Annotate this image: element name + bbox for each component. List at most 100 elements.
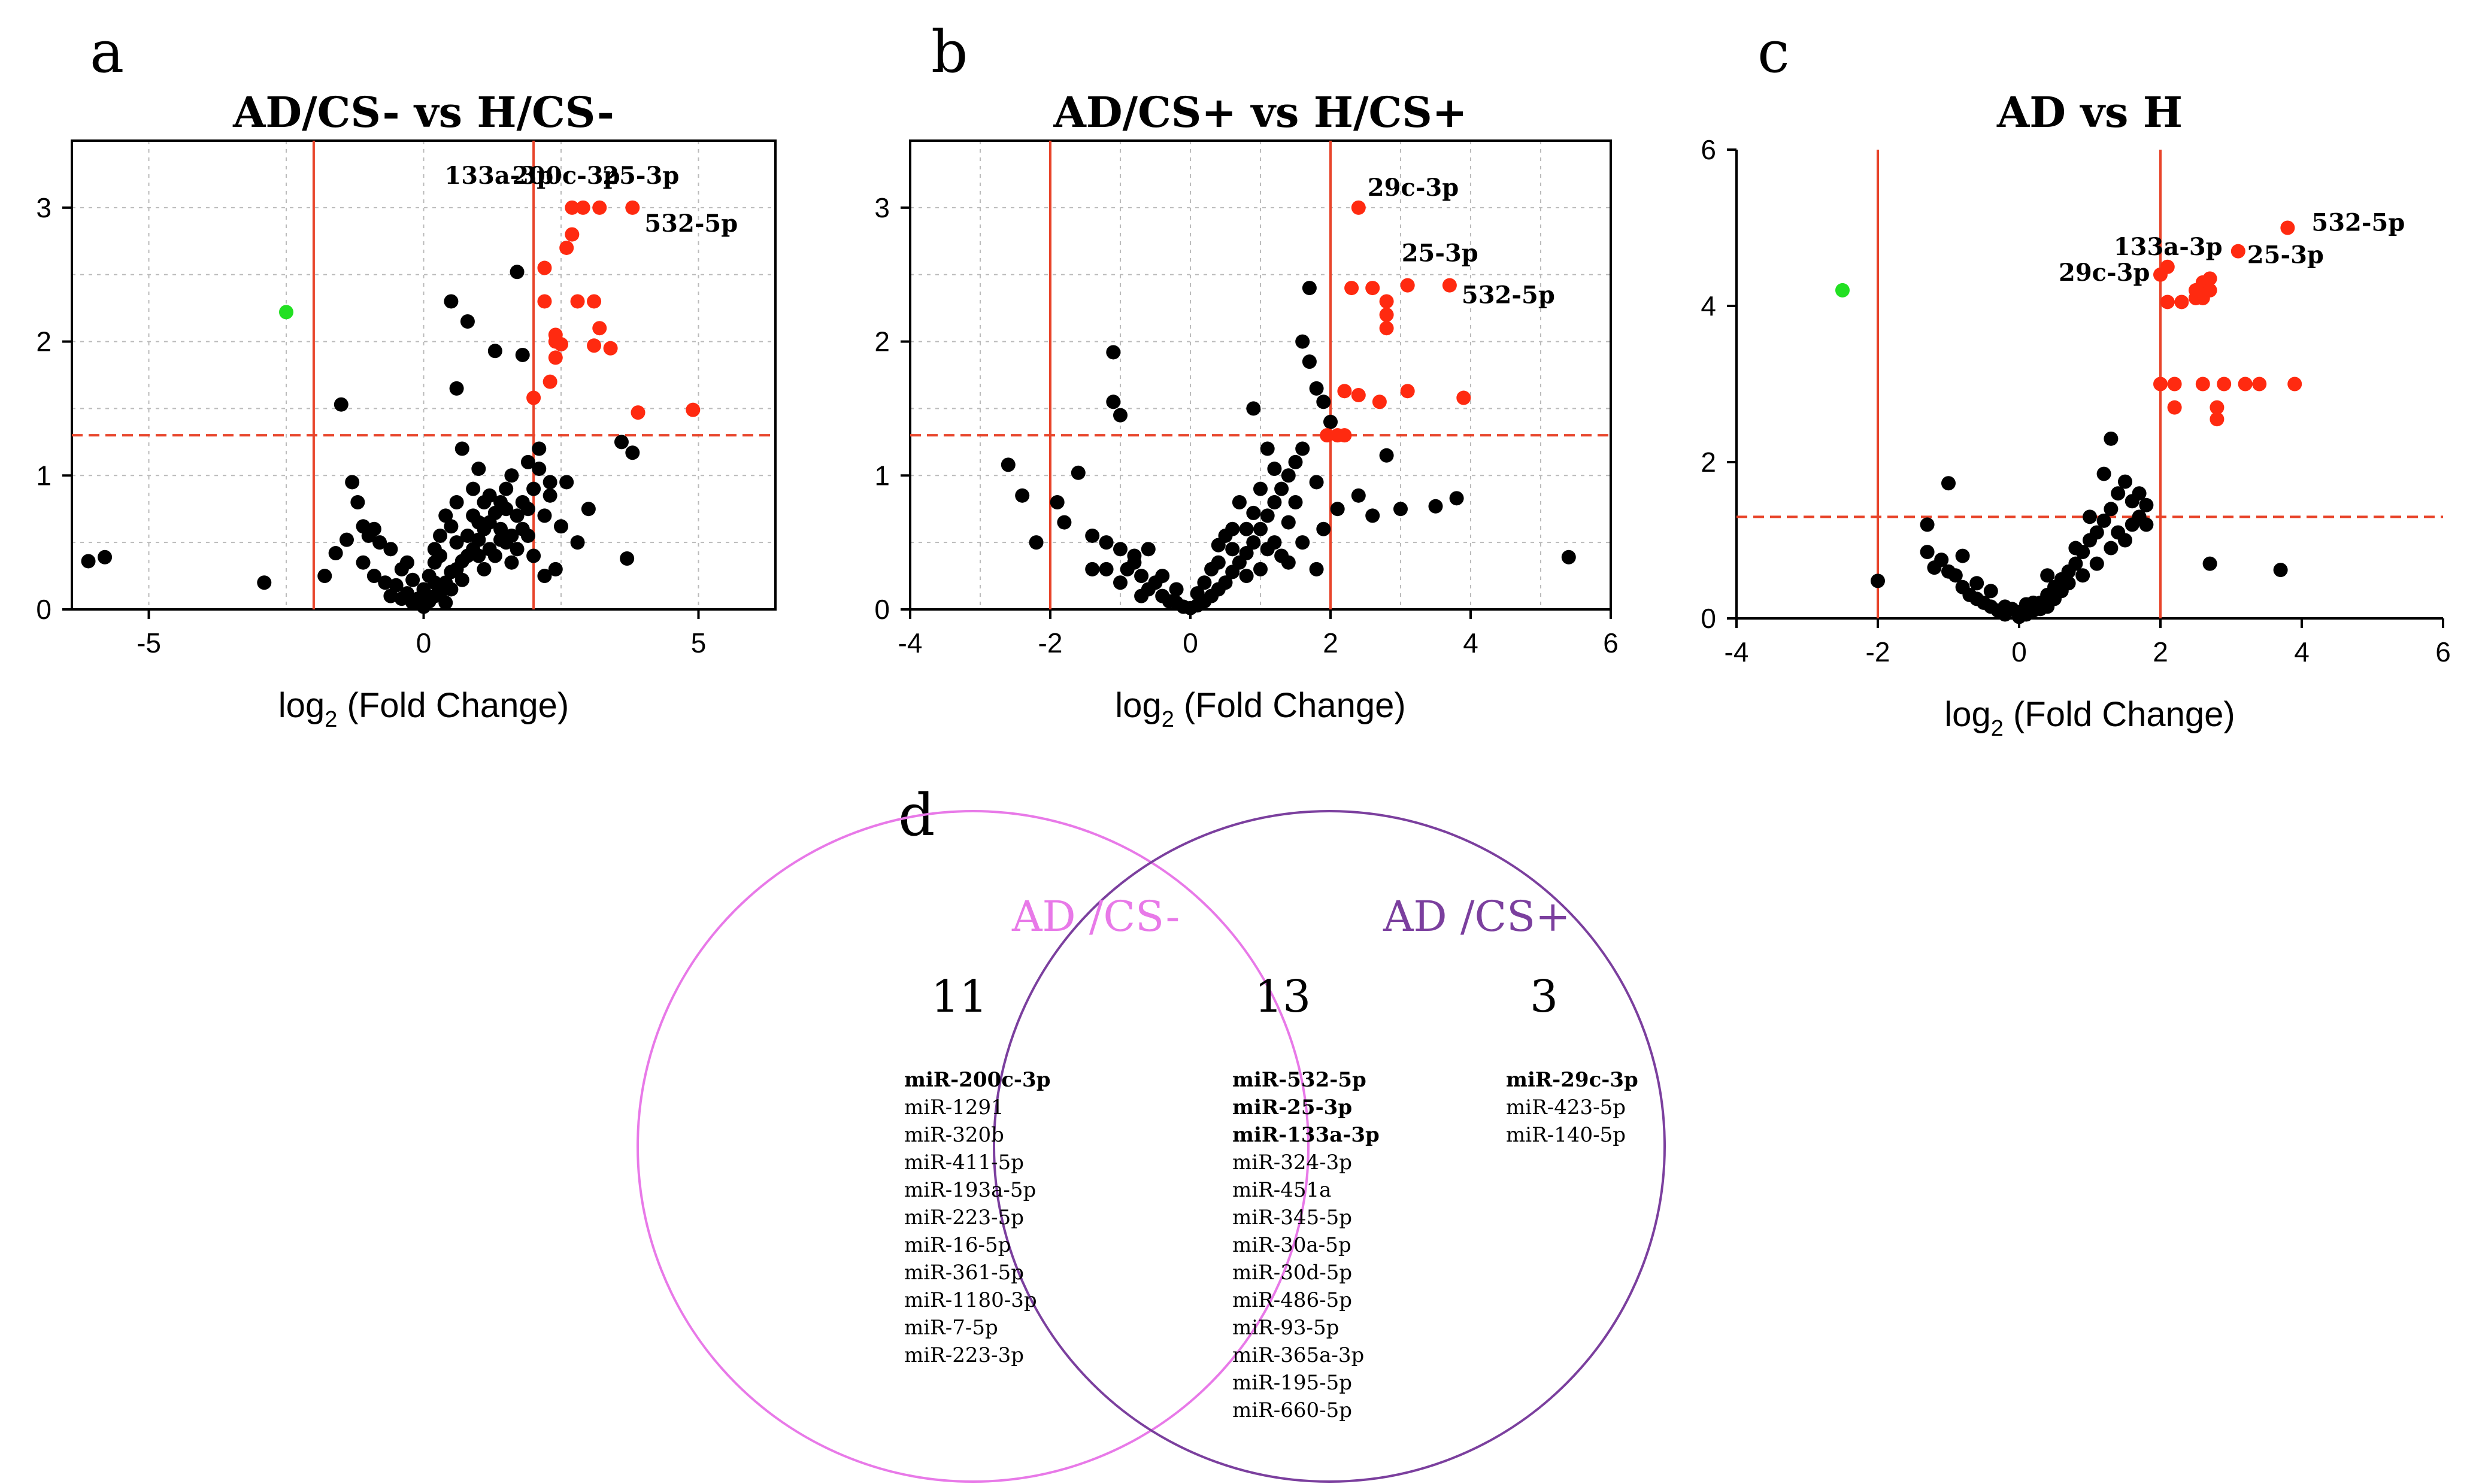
data-point-black <box>1955 548 1970 563</box>
data-point-black <box>2273 563 2288 578</box>
data-point-black <box>1428 499 1443 514</box>
y-tick-label: 1 <box>874 460 890 491</box>
x-axis-label: log2 (Fold Change) <box>278 686 569 732</box>
data-point-black <box>257 575 272 590</box>
volcano-chart-c: -4 -2 0 2 4 6 0 2 4 6 133a-3p 532-5p 25-3p 29c-3p AD v… <box>1701 87 2450 741</box>
data-point-red <box>2238 377 2253 392</box>
data-point-black <box>2068 556 2083 571</box>
data-point-black <box>493 521 508 536</box>
data-point-black <box>334 397 348 412</box>
data-point-red <box>1456 390 1471 405</box>
mirna-list-item: miR-223-3p <box>904 1343 1024 1367</box>
data-point-black <box>1274 481 1289 496</box>
data-point-black <box>520 502 535 517</box>
data-point-black <box>466 508 481 523</box>
data-point-red <box>587 294 602 309</box>
mirna-list-item: miR-361-5p <box>904 1261 1024 1285</box>
data-point-black <box>510 542 525 557</box>
data-point-black <box>317 569 332 584</box>
data-point-green <box>1835 283 1850 298</box>
data-point-black <box>1057 515 1072 530</box>
data-point-black <box>1316 394 1331 409</box>
mirna-list-item: miR-25-3p <box>1232 1095 1352 1119</box>
data-point-black <box>1239 569 1254 584</box>
data-point-black <box>1295 535 1310 550</box>
data-point-black <box>1127 555 1142 570</box>
venn-count-mid: 13 <box>1254 971 1311 1022</box>
data-point-black <box>389 578 404 593</box>
data-point-black <box>328 546 343 561</box>
volcano-chart-b: -4 -2 0 2 4 6 0 1 2 3 29c-3p 25-3p 532-5p AD/CS+ vs H… <box>874 87 1618 732</box>
y-tick-label: 0 <box>1701 603 1716 634</box>
data-point-black <box>487 548 502 563</box>
data-point-black <box>444 519 459 534</box>
data-point-black <box>471 532 486 547</box>
data-point-red <box>537 260 552 275</box>
chart-title: AD vs H <box>1996 87 2183 137</box>
data-point-black <box>1134 588 1149 603</box>
data-point-red <box>559 240 574 255</box>
data-point-black <box>81 554 96 569</box>
data-point-black <box>1871 573 1885 588</box>
data-point-black <box>504 528 519 543</box>
data-point-black <box>1211 538 1226 553</box>
data-point-black <box>2089 556 2104 571</box>
data-point-black <box>1204 562 1219 576</box>
data-point-red <box>2210 400 2225 415</box>
data-point-red <box>565 200 580 215</box>
data-point-red <box>2202 283 2217 298</box>
data-point-black <box>1295 441 1310 456</box>
data-point-black <box>454 572 469 587</box>
data-point-black <box>526 481 541 496</box>
data-point-black <box>383 588 398 603</box>
mirna-list-item: miR-1180-3p <box>904 1288 1037 1312</box>
data-point-black <box>1941 564 1956 579</box>
data-point-black <box>1218 575 1233 590</box>
mirna-list-item: miR-320b <box>904 1123 1004 1147</box>
data-point-black <box>1113 575 1128 590</box>
data-point-black <box>1295 334 1310 349</box>
data-point-black <box>1941 476 1956 491</box>
data-point-red <box>1379 307 1394 322</box>
data-point-black <box>1302 354 1317 369</box>
y-tick-label: 3 <box>874 192 890 223</box>
data-point-red <box>2160 295 2175 309</box>
data-point-black <box>1099 562 1114 576</box>
data-point-black <box>2061 576 2076 591</box>
x-axis-label-subscript: 2 <box>325 707 337 732</box>
data-point-black <box>1281 555 1296 570</box>
data-point-black <box>356 555 371 570</box>
point-annotation: 29c-3p <box>2059 259 2150 287</box>
data-point-red <box>1379 321 1394 336</box>
data-point-black <box>1225 521 1240 536</box>
data-point-black <box>1099 535 1114 550</box>
x-axis-label-log: log <box>1944 695 1990 734</box>
data-point-black <box>449 535 464 550</box>
data-point-black <box>1309 475 1324 490</box>
data-point-red <box>526 390 541 405</box>
data-point-black <box>1323 414 1338 429</box>
data-point-black <box>366 569 381 584</box>
x-axis-label: log2 (Fold Change) <box>1944 695 2235 741</box>
data-point-black <box>1393 502 1408 517</box>
data-point-red <box>603 341 618 356</box>
x-tick-label: 2 <box>1323 627 1338 658</box>
data-point-red <box>2153 377 2168 392</box>
mirna-list-item: miR-451a <box>1232 1178 1331 1202</box>
mirna-list-item: miR-193a-5p <box>904 1178 1036 1202</box>
data-point-black <box>1029 535 1044 550</box>
data-point-black <box>2202 556 2217 571</box>
data-point-black <box>1253 562 1268 576</box>
data-point-black <box>1246 505 1261 520</box>
data-point-black <box>1316 521 1331 536</box>
data-point-black <box>1155 569 1170 584</box>
data-point-black <box>2096 466 2111 481</box>
mirna-list-item: miR-223-5p <box>904 1206 1024 1230</box>
data-point-black <box>1260 441 1275 456</box>
x-tick-label: 0 <box>416 627 432 658</box>
x-tick-label: -4 <box>898 627 923 658</box>
x-tick-label: 6 <box>1603 627 1619 658</box>
point-annotation: 133a-3p <box>444 162 553 190</box>
data-point-red <box>2160 259 2175 274</box>
